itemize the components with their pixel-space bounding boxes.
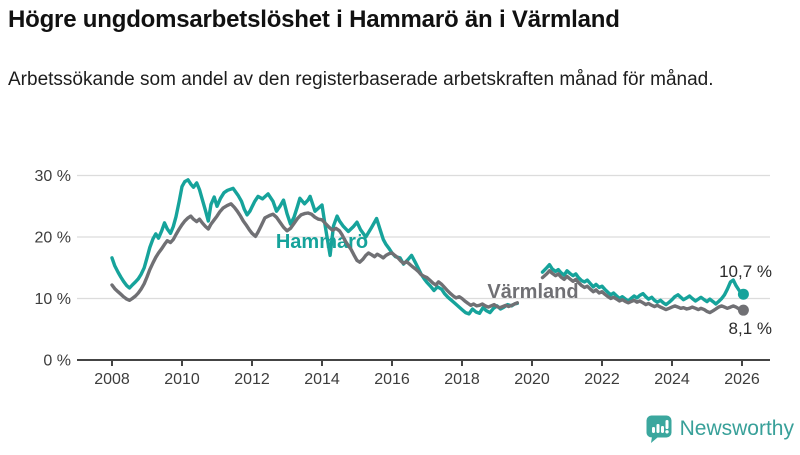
bar-3 — [660, 426, 664, 433]
x-tick-label: 2020 — [514, 371, 550, 388]
y-tick-label: 0 % — [43, 353, 71, 370]
series-line-hammarö-1 — [540, 263, 746, 307]
brand-name: Newsworthy — [679, 417, 794, 440]
page-title: Högre ungdomsarbetslöshet i Hammarö än i… — [8, 6, 620, 33]
x-tick-label: 2018 — [444, 371, 480, 388]
bar-chart-speech-bubble-icon — [646, 415, 672, 443]
x-tick-label: 2024 — [654, 371, 690, 388]
chart-subtitle: Arbetssökande som andel av den registerb… — [8, 69, 714, 90]
x-tick-label: 2022 — [584, 371, 620, 388]
x-tick-label: 2026 — [724, 371, 760, 388]
y-tick-label: 30 % — [35, 168, 71, 185]
newsworthy-logo[interactable]: Newsworthy — [645, 412, 794, 446]
series-line-hammarö-0 — [110, 178, 519, 316]
x-tick-label: 2014 — [304, 371, 340, 388]
x-tick-label: 2016 — [374, 371, 410, 388]
series-label-hammarö: Hammarö — [276, 231, 368, 253]
series-line-värmland-1 — [540, 269, 746, 315]
x-tick-label: 2010 — [164, 371, 200, 388]
series-label-värmland: Värmland — [487, 281, 578, 303]
x-tick-label: 2008 — [94, 371, 130, 388]
end-value-label-hammarö: 10,7 % — [719, 262, 772, 281]
bar-2 — [656, 424, 660, 433]
series-end-dot-hammarö — [737, 288, 749, 300]
end-value-label-värmland: 8,1 % — [729, 319, 772, 338]
exclamation-dot — [664, 430, 669, 434]
y-tick-label: 20 % — [35, 230, 71, 247]
series-line-värmland-0 — [110, 202, 519, 310]
series-end-dot-värmland — [737, 304, 749, 316]
y-tick-label: 10 % — [35, 291, 71, 308]
bar-1 — [651, 427, 655, 433]
x-tick-label: 2012 — [234, 371, 270, 388]
exclamation-bar — [665, 420, 669, 429]
